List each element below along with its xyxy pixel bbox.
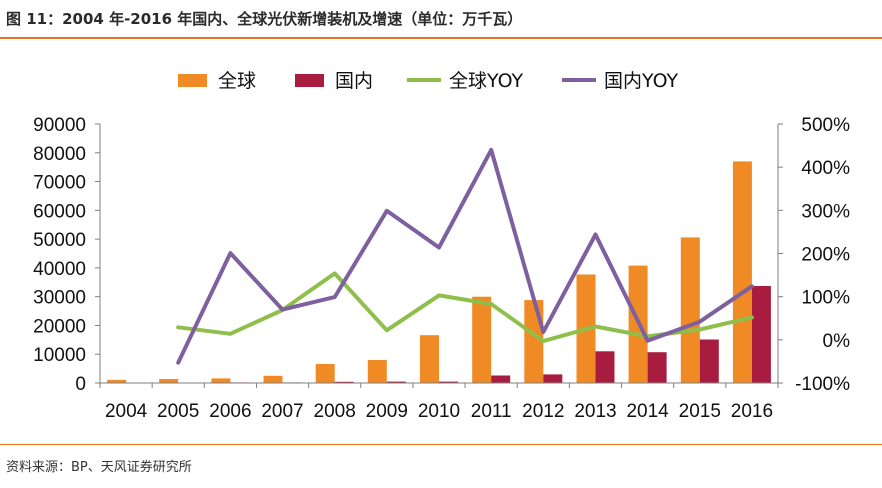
left-tick-label: 60000 — [33, 201, 86, 222]
bars — [107, 161, 771, 384]
legend-swatch-1 — [295, 74, 324, 87]
chart: 全球 国内 全球YOY 国内YOY 0 10000 20000 30000 40000 5000… — [33, 70, 850, 422]
global-bar-2010 — [420, 335, 439, 383]
lines — [176, 147, 754, 365]
x-tick-label-2008: 2008 — [314, 401, 356, 422]
legend-label-1: 国内 — [335, 70, 373, 92]
legend: 全球 国内 全球YOY 国内YOY — [178, 70, 678, 92]
right-tick-label: 400% — [801, 158, 850, 179]
china-yoy-line — [176, 147, 754, 365]
legend-label-2: 全球YOY — [449, 70, 523, 92]
global-bar-2015 — [680, 237, 700, 383]
china-bar-2012 — [543, 374, 563, 383]
left-tick-label: 0 — [75, 374, 86, 395]
china-bar-2015 — [699, 339, 719, 383]
x-tick-label-2013: 2013 — [574, 401, 616, 422]
global-bar-2006 — [211, 378, 231, 383]
left-tick-label: 80000 — [33, 144, 86, 165]
legend-label-3: 国内YOY — [604, 70, 678, 92]
left-tick-label: 30000 — [33, 288, 86, 309]
right-tick-label: -100% — [795, 374, 850, 395]
legend-swatch-0 — [178, 74, 207, 87]
x-tick-label-2010: 2010 — [418, 401, 460, 422]
x-tick-label-2014: 2014 — [626, 401, 669, 422]
right-tick-label: 300% — [801, 201, 850, 222]
left-tick-label: 20000 — [33, 316, 86, 337]
x-tick-label-2009: 2009 — [366, 401, 408, 422]
legend-label-0: 全球 — [218, 70, 256, 92]
x-tick-label-2006: 2006 — [209, 401, 251, 422]
left-tick-label: 40000 — [33, 259, 86, 280]
right-tick-label: 200% — [801, 245, 850, 266]
x-tick-label-2011: 2011 — [471, 401, 512, 422]
left-tick-label: 70000 — [33, 173, 86, 194]
global-bar-2012 — [524, 300, 544, 383]
left-tick-label: 90000 — [33, 115, 86, 136]
global-bar-2009 — [367, 360, 387, 383]
right-tick-label: 0% — [823, 331, 851, 352]
china-bar-2008 — [334, 381, 354, 383]
source-note: 资料来源：BP、天风证券研究所 — [6, 460, 192, 475]
global-yoy-line — [176, 271, 754, 344]
x-tick-label-2016: 2016 — [731, 401, 773, 422]
x-tick-label-2015: 2015 — [679, 401, 721, 422]
x-tick-label-2007: 2007 — [261, 401, 303, 422]
china-bar-2016 — [751, 286, 771, 383]
left-tick-label: 50000 — [33, 230, 86, 251]
right-tick-label: 100% — [801, 288, 850, 309]
global-bar-2004 — [107, 379, 127, 383]
china-bar-2010 — [439, 381, 458, 383]
china-bar-2013 — [595, 351, 615, 383]
x-tick-label-2004: 2004 — [105, 401, 148, 422]
title-rule — [0, 37, 882, 39]
global-bar-2016 — [732, 161, 752, 383]
right-tick-label: 500% — [801, 115, 850, 136]
axes: 0 10000 20000 30000 40000 50000 60000 70000 8000… — [33, 115, 850, 422]
global-bar-2011 — [472, 296, 492, 383]
global-bar-2005 — [159, 379, 179, 383]
china-bar-2009 — [386, 381, 406, 383]
x-tick-label-2005: 2005 — [157, 401, 199, 422]
china-bar-2011 — [491, 375, 511, 383]
footer-rule — [0, 444, 882, 445]
x-tick-label-2012: 2012 — [522, 401, 564, 422]
china-bar-2014 — [647, 352, 667, 383]
left-tick-label: 10000 — [33, 345, 86, 366]
global-bar-2007 — [263, 375, 283, 383]
figure-title: 图 11：2004 年-2016 年国内、全球光伏新增装机及增速（单位：万千瓦） — [6, 10, 523, 28]
global-bar-2008 — [315, 364, 335, 383]
